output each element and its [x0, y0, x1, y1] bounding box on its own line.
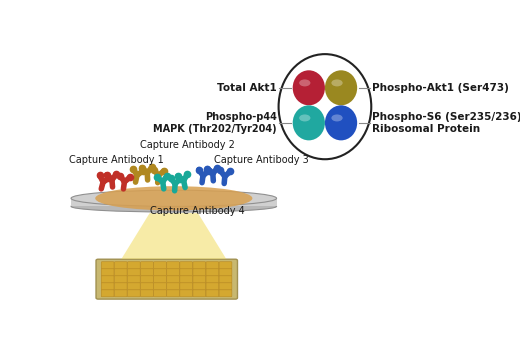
Text: Phospho-Akt1 (Ser473): Phospho-Akt1 (Ser473) [372, 83, 510, 93]
FancyBboxPatch shape [140, 276, 153, 283]
FancyBboxPatch shape [127, 262, 140, 269]
Ellipse shape [299, 79, 310, 86]
Polygon shape [122, 213, 226, 259]
FancyBboxPatch shape [101, 276, 114, 283]
FancyBboxPatch shape [153, 290, 166, 297]
Ellipse shape [325, 105, 357, 140]
FancyBboxPatch shape [180, 276, 192, 283]
FancyBboxPatch shape [180, 262, 192, 269]
Ellipse shape [95, 186, 252, 210]
FancyBboxPatch shape [180, 290, 192, 297]
FancyBboxPatch shape [206, 269, 219, 276]
FancyBboxPatch shape [219, 269, 232, 276]
FancyBboxPatch shape [167, 269, 179, 276]
FancyBboxPatch shape [127, 269, 140, 276]
FancyBboxPatch shape [180, 283, 192, 290]
FancyBboxPatch shape [140, 262, 153, 269]
FancyBboxPatch shape [219, 283, 232, 290]
FancyBboxPatch shape [167, 262, 179, 269]
FancyBboxPatch shape [101, 283, 114, 290]
FancyBboxPatch shape [193, 269, 206, 276]
Text: Phospho-p44
MAPK (Thr202/Tyr204): Phospho-p44 MAPK (Thr202/Tyr204) [153, 112, 277, 134]
FancyBboxPatch shape [101, 290, 114, 297]
FancyBboxPatch shape [114, 283, 127, 290]
Ellipse shape [71, 190, 277, 206]
FancyBboxPatch shape [167, 283, 179, 290]
Text: Capture Antibody 3: Capture Antibody 3 [214, 155, 309, 164]
FancyBboxPatch shape [206, 276, 219, 283]
FancyBboxPatch shape [153, 262, 166, 269]
FancyBboxPatch shape [114, 262, 127, 269]
FancyBboxPatch shape [193, 283, 206, 290]
Ellipse shape [331, 79, 343, 86]
FancyBboxPatch shape [219, 262, 232, 269]
FancyBboxPatch shape [180, 269, 192, 276]
FancyBboxPatch shape [127, 283, 140, 290]
FancyBboxPatch shape [140, 283, 153, 290]
FancyBboxPatch shape [153, 269, 166, 276]
FancyBboxPatch shape [114, 269, 127, 276]
FancyBboxPatch shape [167, 276, 179, 283]
FancyBboxPatch shape [219, 290, 232, 297]
Ellipse shape [331, 114, 343, 121]
FancyBboxPatch shape [219, 276, 232, 283]
FancyBboxPatch shape [193, 276, 206, 283]
Ellipse shape [325, 70, 357, 105]
Ellipse shape [293, 105, 325, 140]
Ellipse shape [299, 114, 310, 121]
FancyBboxPatch shape [206, 290, 219, 297]
FancyBboxPatch shape [114, 290, 127, 297]
FancyBboxPatch shape [193, 290, 206, 297]
FancyBboxPatch shape [140, 269, 153, 276]
FancyBboxPatch shape [96, 259, 238, 299]
FancyBboxPatch shape [153, 276, 166, 283]
FancyBboxPatch shape [101, 262, 114, 269]
FancyBboxPatch shape [140, 290, 153, 297]
FancyBboxPatch shape [101, 269, 114, 276]
Text: Total Akt1: Total Akt1 [217, 83, 277, 93]
FancyBboxPatch shape [71, 198, 277, 206]
FancyBboxPatch shape [206, 283, 219, 290]
FancyBboxPatch shape [153, 283, 166, 290]
Ellipse shape [279, 54, 371, 159]
Text: Phospho-S6 (Ser235/236)
Ribosomal Protein: Phospho-S6 (Ser235/236) Ribosomal Protei… [372, 112, 520, 134]
Ellipse shape [71, 201, 277, 212]
FancyBboxPatch shape [167, 290, 179, 297]
Text: Capture Antibody 1: Capture Antibody 1 [69, 155, 164, 164]
Text: Capture Antibody 2: Capture Antibody 2 [139, 140, 235, 150]
Ellipse shape [293, 70, 325, 105]
FancyBboxPatch shape [127, 276, 140, 283]
Text: Capture Antibody 4: Capture Antibody 4 [150, 206, 244, 216]
FancyBboxPatch shape [127, 290, 140, 297]
FancyBboxPatch shape [206, 262, 219, 269]
FancyBboxPatch shape [114, 276, 127, 283]
FancyBboxPatch shape [193, 262, 206, 269]
